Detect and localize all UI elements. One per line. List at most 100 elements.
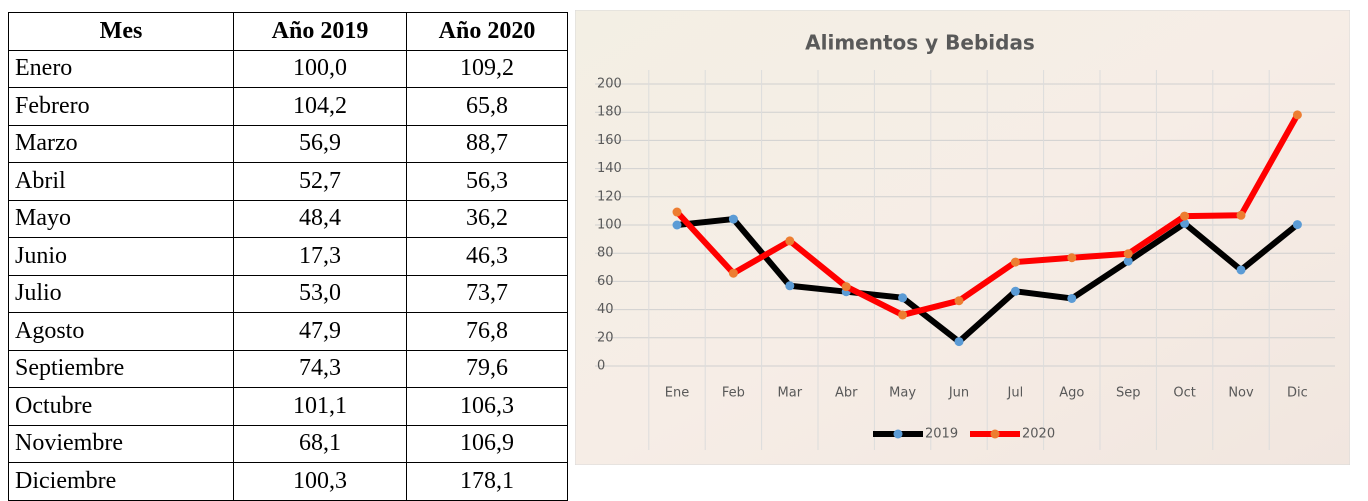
- data-point: [842, 282, 851, 291]
- data-point: [1067, 294, 1076, 303]
- y-tick-label: 60: [597, 274, 614, 289]
- x-tick-label: Oct: [1173, 386, 1195, 401]
- header-cell: Año 2019: [234, 13, 407, 51]
- table-cell: 178,1: [407, 463, 568, 501]
- data-point: [785, 281, 794, 290]
- table-cell: 52,7: [234, 163, 407, 201]
- table-cell: 46,3: [407, 238, 568, 276]
- table-cell: 79,6: [407, 350, 568, 388]
- data-point: [673, 221, 682, 230]
- x-tick-label: Feb: [722, 386, 745, 401]
- data-point: [955, 337, 964, 346]
- table-cell: Diciembre: [9, 463, 234, 501]
- table-cell: Julio: [9, 275, 234, 313]
- y-tick-label: 180: [597, 105, 622, 120]
- table-cell: Abril: [9, 163, 234, 201]
- y-tick-label: 80: [597, 246, 614, 261]
- legend-marker: [991, 430, 1000, 439]
- x-tick-label: Jul: [1007, 386, 1024, 401]
- table-cell: 68,1: [234, 425, 407, 463]
- data-point: [955, 296, 964, 305]
- x-tick-label: Jun: [948, 386, 969, 401]
- table-cell: 109,2: [407, 50, 568, 88]
- table-cell: 73,7: [407, 275, 568, 313]
- table-cell: 106,9: [407, 425, 568, 463]
- table-cell: 56,9: [234, 125, 407, 163]
- table-cell: Octubre: [9, 388, 234, 426]
- table-cell: 100,0: [234, 50, 407, 88]
- header-cell: Mes: [9, 13, 234, 51]
- data-point: [1180, 212, 1189, 221]
- data-point: [1293, 220, 1302, 229]
- table-cell: Junio: [9, 238, 234, 276]
- table-cell: 88,7: [407, 125, 568, 163]
- header-cell: Año 2020: [407, 13, 568, 51]
- table-cell: 101,1: [234, 388, 407, 426]
- data-point: [1011, 287, 1020, 296]
- chart-title: Alimentos y Bebidas: [805, 31, 1035, 55]
- data-point: [898, 293, 907, 302]
- x-tick-label: Nov: [1228, 386, 1254, 401]
- table-cell: Febrero: [9, 88, 234, 126]
- y-tick-label: 160: [597, 133, 622, 148]
- table-cell: 56,3: [407, 163, 568, 201]
- page: MesAño 2019Año 2020 Enero100,0109,2Febre…: [0, 0, 1368, 499]
- y-tick-label: 100: [597, 218, 622, 233]
- data-point: [1237, 265, 1246, 274]
- y-tick-label: 200: [597, 77, 622, 92]
- table-cell: 65,8: [407, 88, 568, 126]
- x-tick-label: Ene: [665, 386, 689, 401]
- table-cell: 17,3: [234, 238, 407, 276]
- y-tick-label: 0: [597, 359, 605, 374]
- x-tick-label: Dic: [1287, 386, 1308, 401]
- x-tick-label: Sep: [1116, 386, 1141, 401]
- table-cell: 47,9: [234, 313, 407, 351]
- legend-label: 2020: [1022, 427, 1055, 442]
- table-cell: 74,3: [234, 350, 407, 388]
- x-tick-label: May: [889, 386, 916, 401]
- table-cell: 100,3: [234, 463, 407, 501]
- data-point: [1124, 249, 1133, 258]
- table-cell: Marzo: [9, 125, 234, 163]
- legend-label: 2019: [925, 427, 958, 442]
- data-point: [729, 269, 738, 278]
- table-cell: 36,2: [407, 200, 568, 238]
- table-cell: 106,3: [407, 388, 568, 426]
- data-point: [1067, 253, 1076, 262]
- table-cell: 104,2: [234, 88, 407, 126]
- x-tick-label: Ago: [1059, 386, 1084, 401]
- table-cell: Noviembre: [9, 425, 234, 463]
- table-cell: 48,4: [234, 200, 407, 238]
- y-tick-label: 40: [597, 302, 614, 317]
- data-point: [1011, 258, 1020, 267]
- data-point: [898, 310, 907, 319]
- x-tick-label: Mar: [778, 386, 803, 401]
- y-tick-label: 140: [597, 161, 622, 176]
- data-point: [673, 208, 682, 217]
- legend-marker: [894, 430, 903, 439]
- chart: Alimentos y Bebidas 0 20 40 60 80 100 120 140 16…: [575, 10, 1350, 465]
- y-tick-label: 120: [597, 189, 622, 204]
- table-cell: Septiembre: [9, 350, 234, 388]
- table-cell: 53,0: [234, 275, 407, 313]
- data-point: [1293, 110, 1302, 119]
- table-cell: Agosto: [9, 313, 234, 351]
- data-point: [729, 215, 738, 224]
- data-point: [785, 236, 794, 245]
- table-cell: Enero: [9, 50, 234, 88]
- x-tick-label: Abr: [835, 386, 858, 401]
- table-cell: 76,8: [407, 313, 568, 351]
- y-tick-label: 20: [597, 330, 614, 345]
- table-cell: Mayo: [9, 200, 234, 238]
